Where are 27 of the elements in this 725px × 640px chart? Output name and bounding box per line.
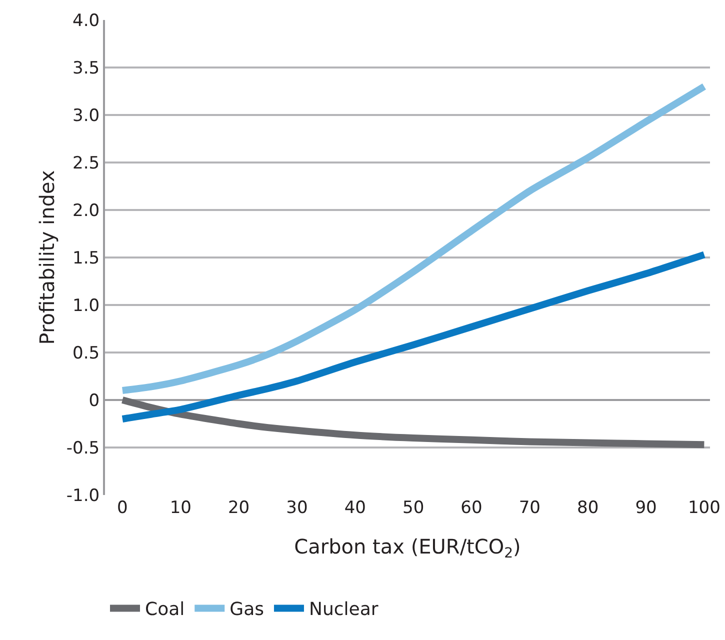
y-tick-label: 1.0 xyxy=(72,296,100,316)
x-axis-title: Carbon tax (EUR/tCO$_{2}$) xyxy=(294,534,521,562)
x-tick-label: 40 xyxy=(344,498,366,518)
y-axis-title: Profitability index xyxy=(35,170,59,345)
x-tick-label: 20 xyxy=(228,498,250,518)
x-tick-label: 10 xyxy=(170,498,192,518)
x-tick-label: 0 xyxy=(117,498,128,518)
y-tick-label: 2.5 xyxy=(72,153,100,174)
x-tick-label: 70 xyxy=(518,498,540,518)
legend-label: Coal xyxy=(145,599,185,620)
y-tick-label: 1.5 xyxy=(72,248,100,268)
x-tick-label: 30 xyxy=(286,498,308,518)
y-tick-label: 3.0 xyxy=(72,106,100,126)
legend-label: Nuclear xyxy=(308,599,379,620)
x-tick-label: 50 xyxy=(402,498,424,518)
x-tick-label: 80 xyxy=(577,498,599,518)
legend-label: Gas xyxy=(230,599,264,620)
x-tick-label: 100 xyxy=(688,498,720,518)
y-tick-label: -1.0 xyxy=(66,486,100,506)
y-tick-label: 4.0 xyxy=(72,10,100,31)
y-tick-label: 3.5 xyxy=(72,58,100,78)
y-tick-label: 0 xyxy=(88,390,100,411)
x-tick-label: 60 xyxy=(460,498,482,518)
y-tick-label: 0.5 xyxy=(72,343,100,364)
y-tick-label: -0.5 xyxy=(66,438,100,458)
y-tick-label: 2.0 xyxy=(72,200,100,221)
x-tick-label: 90 xyxy=(635,498,657,518)
